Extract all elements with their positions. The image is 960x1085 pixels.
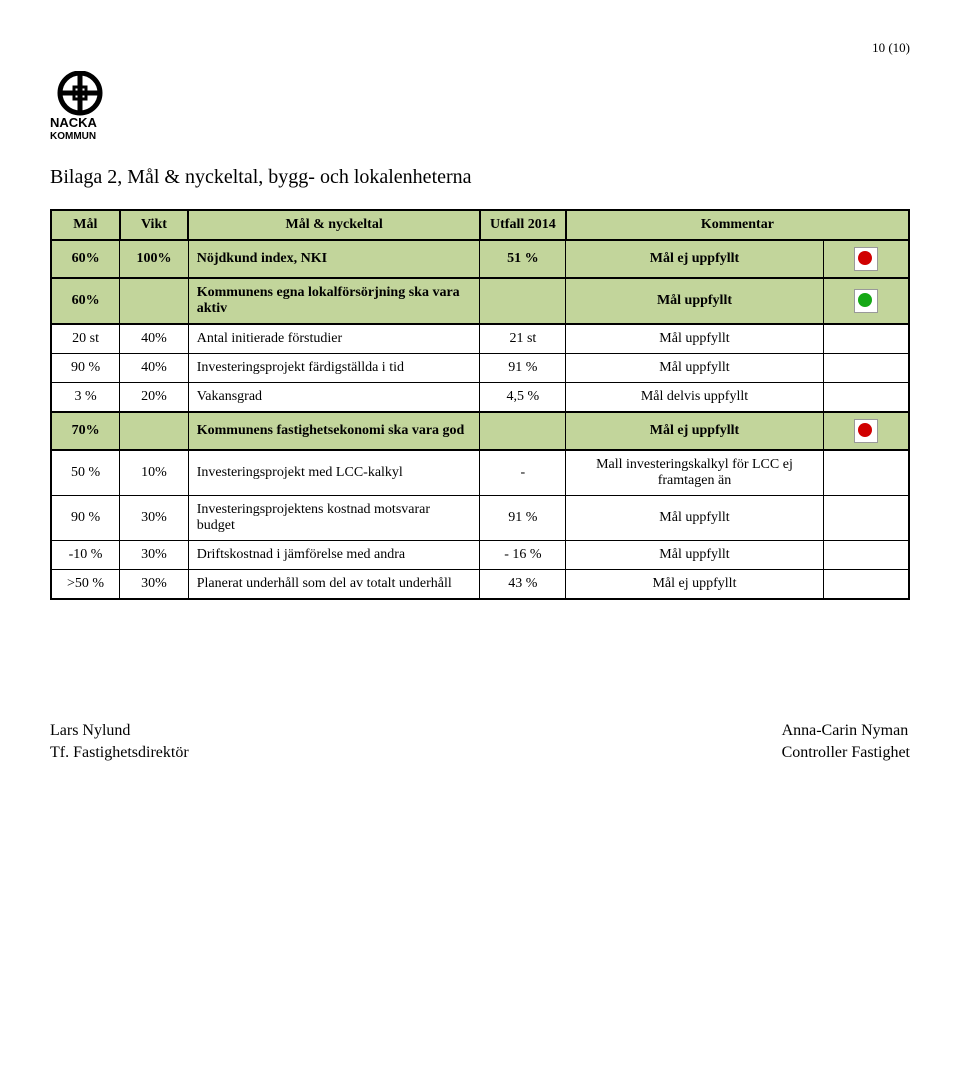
cell: 20% (120, 383, 189, 413)
cell: Mål uppfyllt (566, 496, 823, 541)
metrics-table: Mål Vikt Mål & nyckeltal Utfall 2014 Kom… (50, 209, 910, 600)
signature-left: Lars Nylund Tf. Fastighetsdirektör (50, 720, 189, 765)
cell (823, 383, 909, 413)
signer-name: Anna-Carin Nyman (782, 720, 910, 742)
table-row: 3 % 20% Vakansgrad 4,5 % Mål delvis uppf… (51, 383, 909, 413)
cell: 10% (120, 450, 189, 496)
cell: 51 % (480, 240, 566, 278)
cell: 40% (120, 324, 189, 354)
cell: Mål uppfyllt (566, 541, 823, 570)
cell (823, 240, 909, 278)
cell: Mål ej uppfyllt (566, 240, 823, 278)
status-green-icon (854, 289, 878, 313)
cell (823, 496, 909, 541)
cell: Antal initierade förstudier (188, 324, 480, 354)
cell: Mål uppfyllt (566, 324, 823, 354)
svg-text:KOMMUN: KOMMUN (50, 131, 96, 141)
cell: 60% (51, 278, 120, 324)
cell: 43 % (480, 570, 566, 600)
cell: Kommunens fastighetsekonomi ska vara god (188, 412, 480, 450)
table-row: 90 % 40% Investeringsprojekt färdigställ… (51, 354, 909, 383)
table-row: 50 % 10% Investeringsprojekt med LCC-kal… (51, 450, 909, 496)
cell: 90 % (51, 354, 120, 383)
cell (823, 450, 909, 496)
cell: Investeringsprojektens kostnad motsvarar… (188, 496, 480, 541)
cell: 21 st (480, 324, 566, 354)
cell: 50 % (51, 450, 120, 496)
cell: Mall investeringskalkyl för LCC ej framt… (566, 450, 823, 496)
cell: 20 st (51, 324, 120, 354)
cell: 91 % (480, 354, 566, 383)
cell: 40% (120, 354, 189, 383)
page-number: 10 (10) (50, 40, 910, 56)
cell: Nöjdkund index, NKI (188, 240, 480, 278)
col-nyckeltal: Mål & nyckeltal (188, 210, 480, 240)
signatures: Lars Nylund Tf. Fastighetsdirektör Anna-… (50, 720, 910, 765)
col-mal: Mål (51, 210, 120, 240)
col-vikt: Vikt (120, 210, 189, 240)
cell: 60% (51, 240, 120, 278)
cell (823, 412, 909, 450)
page-title: Bilaga 2, Mål & nyckeltal, bygg- och lok… (50, 166, 910, 189)
cell: Kommunens egna lokalförsörjning ska vara… (188, 278, 480, 324)
section-row: 60% 100% Nöjdkund index, NKI 51 % Mål ej… (51, 240, 909, 278)
status-red-icon (854, 419, 878, 443)
cell: 3 % (51, 383, 120, 413)
table-row: -10 % 30% Driftskostnad i jämförelse med… (51, 541, 909, 570)
cell (480, 278, 566, 324)
cell: - (480, 450, 566, 496)
col-utfall: Utfall 2014 (480, 210, 566, 240)
cell: Mål ej uppfyllt (566, 412, 823, 450)
cell: Investeringsprojekt färdigställda i tid (188, 354, 480, 383)
section-row: 60% Kommunens egna lokalförsörjning ska … (51, 278, 909, 324)
table-row: >50 % 30% Planerat underhåll som del av … (51, 570, 909, 600)
cell: Investeringsprojekt med LCC-kalkyl (188, 450, 480, 496)
cell (120, 412, 189, 450)
cell: Planerat underhåll som del av totalt und… (188, 570, 480, 600)
table-row: 20 st 40% Antal initierade förstudier 21… (51, 324, 909, 354)
table-row: 90 % 30% Investeringsprojektens kostnad … (51, 496, 909, 541)
nacka-kommun-logo: NACKA KOMMUN (50, 71, 910, 141)
cell (823, 278, 909, 324)
cell: 30% (120, 541, 189, 570)
col-kommentar: Kommentar (566, 210, 909, 240)
cell: Vakansgrad (188, 383, 480, 413)
cell: 100% (120, 240, 189, 278)
cell: 30% (120, 570, 189, 600)
section-row: 70% Kommunens fastighetsekonomi ska vara… (51, 412, 909, 450)
cell (480, 412, 566, 450)
cell: -10 % (51, 541, 120, 570)
signature-right: Anna-Carin Nyman Controller Fastighet (782, 720, 910, 765)
cell: 91 % (480, 496, 566, 541)
cell: Mål uppfyllt (566, 354, 823, 383)
status-red-icon (854, 247, 878, 271)
cell: 30% (120, 496, 189, 541)
cell (823, 570, 909, 600)
cell (823, 354, 909, 383)
cell (823, 541, 909, 570)
svg-text:NACKA: NACKA (50, 115, 98, 130)
signer-title: Tf. Fastighetsdirektör (50, 742, 189, 764)
signer-name: Lars Nylund (50, 720, 189, 742)
signer-title: Controller Fastighet (782, 742, 910, 764)
cell (120, 278, 189, 324)
cell: - 16 % (480, 541, 566, 570)
cell: Driftskostnad i jämförelse med andra (188, 541, 480, 570)
cell (823, 324, 909, 354)
cell: 4,5 % (480, 383, 566, 413)
cell: 70% (51, 412, 120, 450)
cell: Mål ej uppfyllt (566, 570, 823, 600)
cell: Mål delvis uppfyllt (566, 383, 823, 413)
cell: >50 % (51, 570, 120, 600)
table-header-row: Mål Vikt Mål & nyckeltal Utfall 2014 Kom… (51, 210, 909, 240)
cell: Mål uppfyllt (566, 278, 823, 324)
cell: 90 % (51, 496, 120, 541)
